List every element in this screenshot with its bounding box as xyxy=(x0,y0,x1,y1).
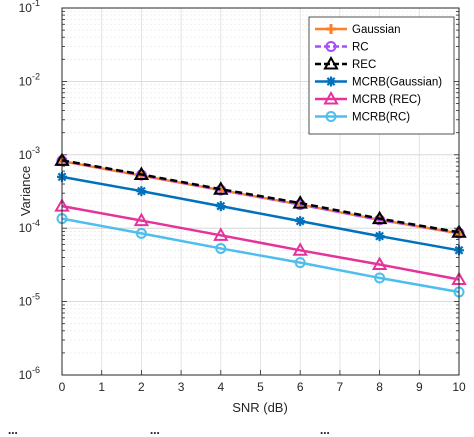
data-point-marker xyxy=(295,216,306,227)
data-point-marker xyxy=(292,195,308,209)
x-tick-label: 2 xyxy=(138,380,145,394)
data-point-marker xyxy=(374,231,385,242)
legend-item: MCRB(Gaussian) xyxy=(315,76,442,89)
legend-label: MCRB(Gaussian) xyxy=(352,77,442,89)
caption-fragment: ... xyxy=(320,428,330,437)
data-point-marker xyxy=(374,272,386,284)
x-tick-label: 7 xyxy=(337,380,344,394)
x-tick-label: 4 xyxy=(217,380,224,394)
data-point-marker xyxy=(325,41,337,52)
y-tick-label: 10-5 xyxy=(19,292,40,309)
data-point-marker xyxy=(135,227,147,239)
legend-item: MCRB (REC) xyxy=(315,90,421,106)
data-point-marker xyxy=(133,166,150,180)
x-tick-label: 8 xyxy=(376,380,383,394)
legend-item: Gaussian xyxy=(315,24,401,36)
data-point-marker xyxy=(326,76,336,87)
y-tick-label: 10-6 xyxy=(19,365,40,382)
data-point-marker xyxy=(294,257,306,269)
y-tick-label: 10-1 xyxy=(19,0,40,15)
x-tick-label: 10 xyxy=(452,380,466,394)
legend-item: REC xyxy=(315,55,376,71)
legend-label: MCRB(RC) xyxy=(352,112,410,124)
x-tick-label: 6 xyxy=(297,380,304,394)
data-point-marker xyxy=(215,201,226,212)
x-axis-label: SNR (dB) xyxy=(232,400,288,415)
data-point-marker xyxy=(371,256,388,271)
caption-fragment: ... xyxy=(8,428,18,437)
data-point-marker xyxy=(136,186,147,197)
data-point-marker xyxy=(326,24,336,34)
series-mcrb-rc xyxy=(56,213,465,298)
x-tick-label: 3 xyxy=(178,380,185,394)
data-point-marker xyxy=(292,242,308,256)
x-tick-label: 0 xyxy=(59,380,66,394)
x-tick-labels: 0 1 2 3 4 5 6 7 8 9 10 xyxy=(59,370,466,394)
x-tick-label: 5 xyxy=(257,380,264,394)
data-point-marker xyxy=(213,227,229,241)
series-line xyxy=(61,204,460,281)
legend-box xyxy=(308,16,455,135)
y-axis-label: Variance xyxy=(18,166,33,216)
series-mcrb-gaussian xyxy=(57,171,464,256)
data-point-marker xyxy=(133,212,150,227)
legend-label: MCRB (REC) xyxy=(352,94,421,106)
legend-label: RC xyxy=(352,42,369,54)
x-tick-label: 1 xyxy=(98,380,105,394)
y-tick-label: 10-2 xyxy=(19,71,40,88)
caption-fragment: ... xyxy=(150,428,160,437)
series-line xyxy=(61,175,460,252)
legend-label: REC xyxy=(352,59,376,71)
cropped-caption: ......... xyxy=(0,428,474,437)
series-line xyxy=(61,217,460,294)
series-line xyxy=(61,159,460,234)
data-point-marker xyxy=(323,55,339,70)
legend: Gaussian RC REC MCRB(Gaussian) MCRB (REC) MCR… xyxy=(308,16,455,135)
data-point-marker xyxy=(325,111,337,122)
y-tick-label: 10-4 xyxy=(19,218,40,235)
legend-item: RC xyxy=(315,41,369,54)
data-point-marker xyxy=(371,210,388,225)
data-point-marker xyxy=(323,90,339,105)
legend-label: Gaussian xyxy=(352,24,401,36)
legend-item: MCRB(RC) xyxy=(315,111,410,124)
x-tick-label: 9 xyxy=(416,380,423,394)
data-point-marker xyxy=(213,181,229,195)
y-tick-label: 10-3 xyxy=(19,145,40,162)
data-point-marker xyxy=(215,242,227,254)
